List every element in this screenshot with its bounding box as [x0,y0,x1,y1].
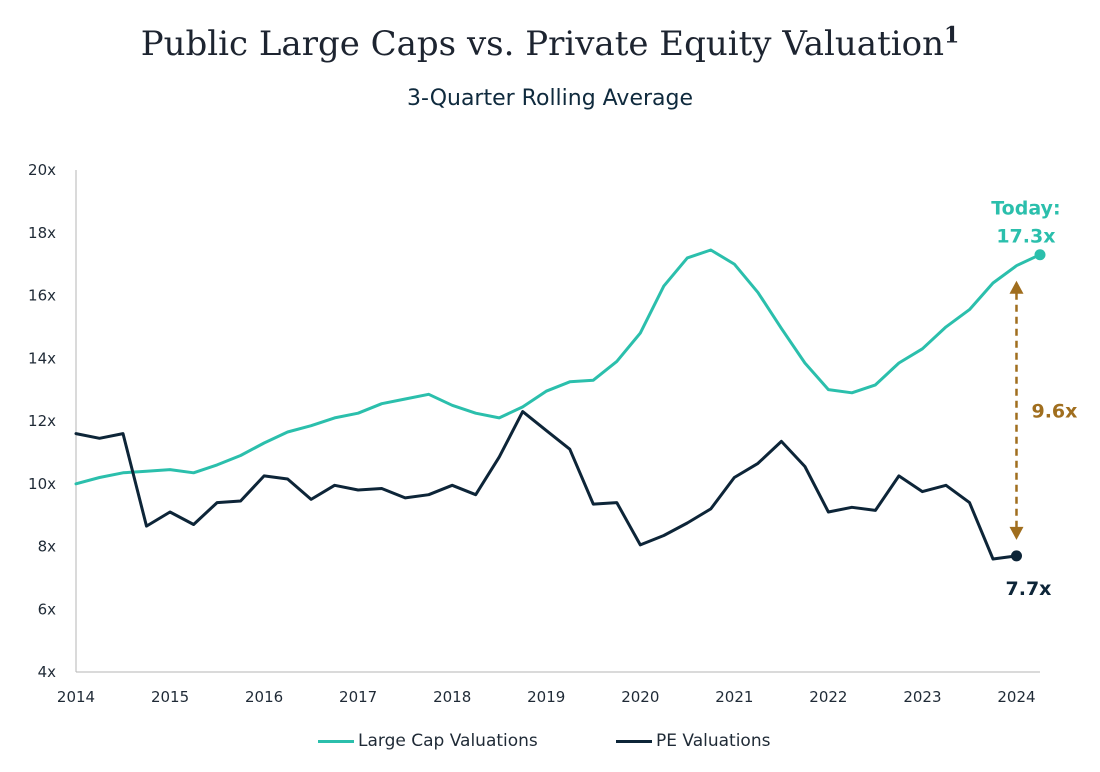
legend-item-pe: PE Valuations [616,731,770,751]
y-tick-label: 18x [28,224,56,242]
x-tick-label: 2020 [621,688,659,706]
today-value-label: 17.3x [996,226,1055,248]
legend-swatch-large-cap [318,739,354,743]
legend-label-pe: PE Valuations [656,731,771,751]
gap-arrow-head-up [1009,280,1024,294]
legend-label-large-cap: Large Cap Valuations [358,731,538,751]
gap-value-label: 9.6x [1031,400,1077,422]
large-cap-end-point [1034,249,1046,261]
y-tick-label: 20x [28,161,56,179]
y-tick-label: 6x [38,600,57,618]
gap-arrow-head-down [1009,526,1024,540]
x-tick-label: 2015 [151,688,189,706]
pe-end-point [1010,550,1022,562]
y-tick-label: 12x [28,412,56,430]
legend-swatch-pe [616,739,652,743]
x-tick-label: 2014 [57,688,95,706]
x-tick-label: 2022 [809,688,847,706]
y-tick-label: 10x [28,475,56,493]
x-tick-label: 2017 [339,688,377,706]
pe-end-value-label: 7.7x [1006,578,1052,600]
chart-title: Public Large Caps vs. Private Equity Val… [140,22,960,64]
chart-subtitle: 3-Quarter Rolling Average [406,86,694,111]
y-tick-label: 14x [28,349,56,367]
y-tick-label: 8x [38,538,57,556]
x-tick-label: 2016 [245,688,283,706]
today-label: Today: [991,198,1060,220]
x-tick-label: 2018 [433,688,471,706]
x-tick-label: 2023 [903,688,941,706]
legend-item-large-cap: Large Cap Valuations [318,731,538,751]
y-tick-label: 16x [28,287,56,305]
large-cap-line [74,248,1042,486]
x-tick-label: 2019 [527,688,565,706]
y-tick-label: 4x [38,663,57,681]
x-tick-label: 2021 [715,688,753,706]
x-tick-label: 2024 [997,688,1035,706]
pe-line [74,410,1018,561]
